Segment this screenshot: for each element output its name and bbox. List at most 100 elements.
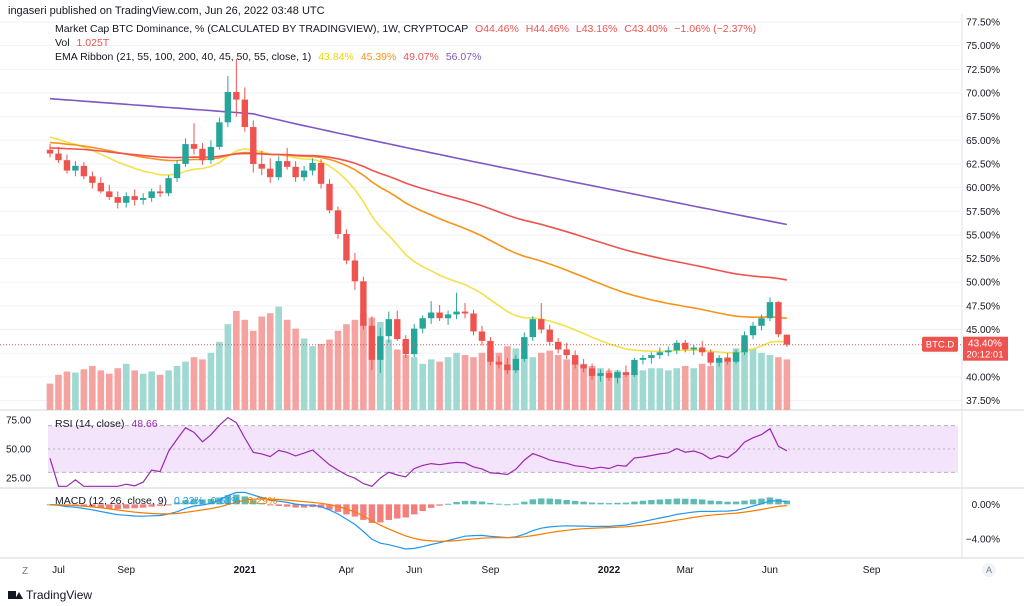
rsi-label: RSI (14, close) (55, 418, 125, 430)
volume-bar (190, 357, 198, 410)
y-tick-label: 62.50% (966, 159, 1000, 170)
y-tick-label: 40.00% (966, 372, 1000, 383)
zoom-reset-button[interactable]: Z (22, 566, 29, 577)
volume-bar (258, 316, 266, 410)
volume-bar (165, 370, 172, 410)
rsi-axis-label: 25.00 (6, 474, 31, 485)
candle-body (444, 314, 452, 319)
volume-bar (402, 355, 410, 410)
volume-bar (182, 361, 189, 410)
x-tick-label: 2021 (234, 565, 257, 576)
rsi-value: 48.66 (131, 418, 158, 430)
volume-bar (639, 370, 647, 410)
volume-bar (453, 352, 460, 410)
candle-body (698, 347, 706, 353)
auto-scale-button[interactable]: A (982, 563, 996, 577)
volume-bar (648, 368, 655, 410)
candle-body (411, 328, 418, 355)
volume-bar (105, 373, 113, 410)
candle-body (614, 372, 621, 378)
volume-bar (478, 352, 486, 410)
candle-body (173, 163, 181, 179)
volume-bar (156, 374, 164, 410)
macd-histogram-bar (250, 500, 257, 505)
legend-change: −1.06% (−2.37%) (674, 23, 757, 35)
candle-body (580, 364, 587, 369)
legend-close: C43.40% (624, 23, 668, 35)
signal-line (49, 498, 787, 542)
macd-histogram-bar (580, 501, 587, 505)
candle-body (648, 355, 655, 358)
volume-bar (343, 324, 350, 410)
y-tick-label: 65.00% (966, 136, 1000, 147)
volume-bar (715, 361, 723, 410)
macd-histogram-bar (639, 500, 647, 505)
macd-histogram-bar (732, 501, 740, 505)
macd-histogram-bar (207, 499, 215, 505)
candle-body (394, 319, 401, 340)
volume-bar (427, 359, 435, 410)
volume-bar (546, 350, 554, 410)
candle-body (292, 166, 299, 178)
macd-histogram-bar (97, 504, 105, 509)
macd-histogram-bar (377, 504, 384, 523)
volume-bar (554, 355, 562, 410)
macd-histogram-bar (563, 499, 570, 505)
macd-histogram-bar (258, 503, 265, 505)
volume-bar (614, 370, 621, 410)
volume-bar (351, 319, 359, 410)
candle-body (707, 352, 714, 363)
macd-label: MACD (12, 26, close, 9) (55, 495, 168, 507)
macd-histogram-bar (622, 502, 630, 505)
tradingview-logo[interactable]: TradingView (8, 588, 92, 602)
candle-body (724, 357, 731, 362)
candle-body (55, 153, 62, 161)
candle-body (385, 319, 392, 337)
volume-bar (656, 368, 664, 410)
candle-body (114, 197, 121, 203)
macd-histogram-bar (682, 498, 689, 505)
candle-body (72, 165, 79, 171)
candle-body (199, 148, 206, 161)
volume-bar (63, 371, 71, 410)
candle-body (571, 355, 579, 365)
candle-body (106, 191, 113, 198)
legend-ema-row: EMA Ribbon (21, 55, 100, 200, 40, 45, 50… (55, 50, 756, 64)
macd-histogram-bar (478, 501, 486, 505)
y-tick-label: 72.50% (966, 65, 1000, 76)
legend-volume-row: Vol 1.025T (55, 36, 756, 50)
price-tag-value: 43.40% (968, 339, 1002, 350)
y-tick-label: 57.50% (966, 207, 1000, 218)
macd-histogram-bar (665, 499, 672, 505)
macd-histogram-bar (775, 498, 782, 505)
volume-bar (233, 311, 240, 410)
candle-body (368, 325, 376, 360)
candle-body (343, 233, 350, 261)
legend-high: H44.46% (525, 23, 569, 35)
chart-area[interactable]: 77.50% 75.00% 72.50% 70.00% 67.50% 65.00% 62.5… (0, 14, 1024, 594)
volume-bar (588, 366, 596, 410)
candle-body (538, 319, 545, 330)
x-tick-label: Sep (863, 565, 881, 576)
volume-bar (55, 374, 62, 410)
macd-histogram-bar (233, 494, 240, 505)
macd-histogram-bar (571, 500, 579, 505)
volume-bar (89, 366, 96, 410)
volume-bar (216, 341, 223, 410)
macd-histogram-bar (504, 504, 511, 506)
candle-body (470, 313, 477, 332)
macd-histogram-bar (394, 504, 401, 519)
macd-histogram-bar (436, 504, 443, 506)
volume-bar (766, 355, 774, 410)
candle-body (300, 170, 308, 178)
ema-55-line (49, 141, 787, 320)
chart-svg[interactable]: 77.50% 75.00% 72.50% 70.00% 67.50% 65.00% 62.5… (0, 14, 1024, 594)
volume-bar (461, 355, 469, 410)
candle-body (766, 302, 774, 319)
y-tick-label: 52.50% (966, 254, 1000, 265)
x-tick-label: Sep (482, 565, 500, 576)
rsi-legend: RSI (14, close) 48.66 (55, 418, 158, 430)
candle-body (665, 350, 672, 353)
macd-histogram-bar (538, 498, 545, 505)
candle-body (241, 99, 249, 128)
